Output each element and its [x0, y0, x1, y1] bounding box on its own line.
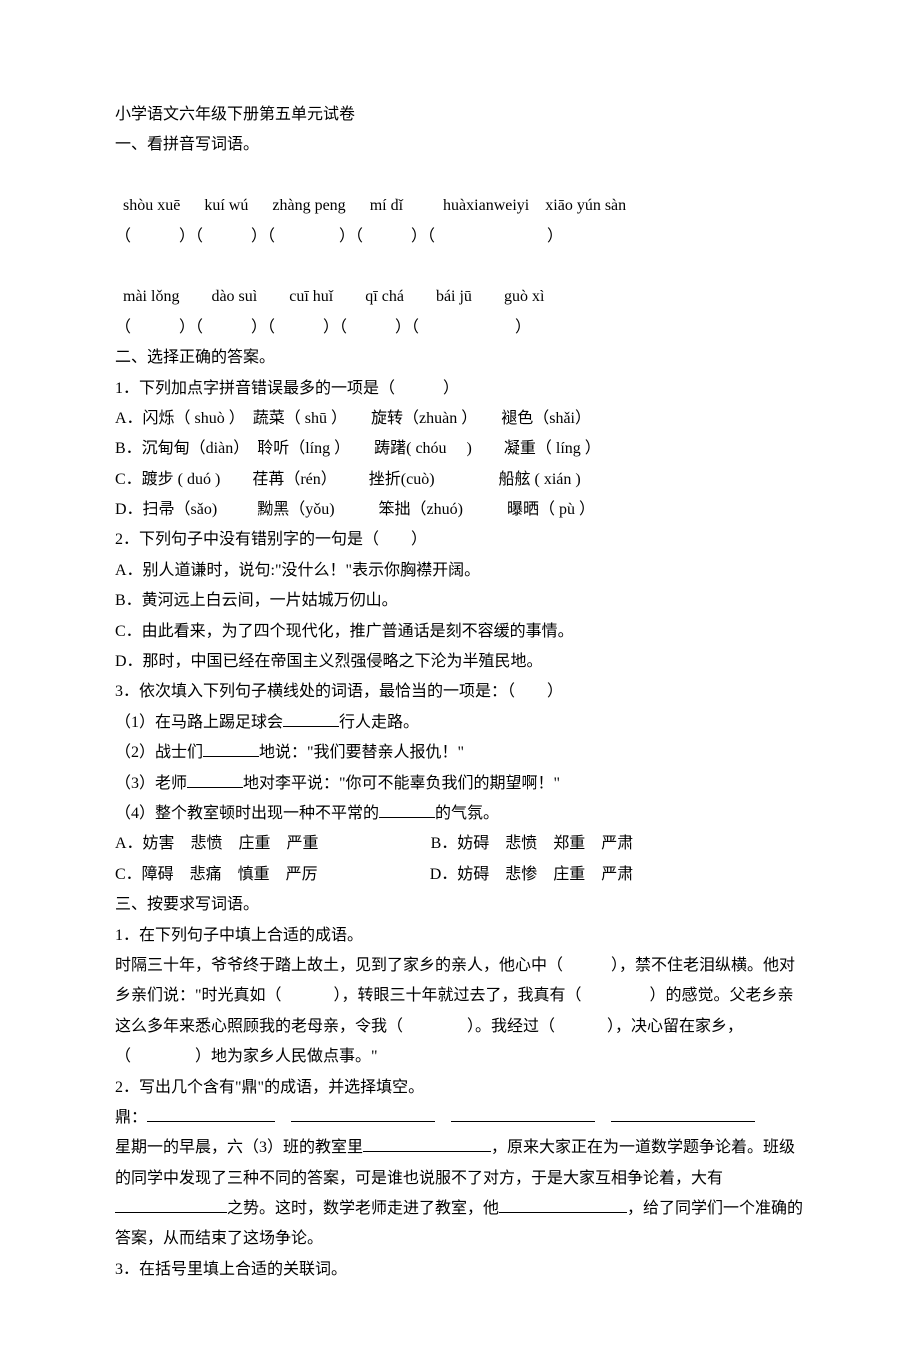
blank — [147, 1121, 275, 1122]
pinyin-7: mài lǒng — [123, 288, 179, 305]
blank — [203, 756, 259, 757]
pinyin-12: guò xì — [504, 288, 544, 305]
pinyin-row-2: mài lǒng dào suì cuī huǐ qī chá bái jū g… — [115, 252, 805, 313]
q2-1-b: B．沉甸甸（diàn） 聆听（líng ） 踌躇( chóu ) 凝重（ lín… — [115, 434, 805, 464]
pinyin-5: huàxianweiyi — [443, 197, 529, 214]
blank — [363, 1151, 491, 1152]
paren-row-2: （ ）（ ）（ ）（ ）（ ） — [115, 313, 805, 343]
paren-row-1: （ ）（ ）（ ）（ ）（ ） — [115, 222, 805, 252]
pinyin-row-1: shòu xuē kuí wú zhàng peng mí dǐ huàxian… — [115, 161, 805, 222]
blank — [379, 817, 435, 818]
q2-2-a: A．别人道谦时，说句:"没什么！"表示你胸襟开阔。 — [115, 556, 805, 586]
pinyin-2: kuí wú — [204, 197, 248, 214]
q2-1-stem: 1．下列加点字拼音错误最多的一项是（ ） — [115, 374, 805, 404]
q2-1-a: A．闪烁（ shuò ） 蔬菜（ shū ） 旋转（zhuàn ） 褪色（shǎ… — [115, 404, 805, 434]
q2-2-c: C．由此看来，为了四个现代化，推广普通话是刻不容缓的事情。 — [115, 617, 805, 647]
pinyin-6: xiāo yún sàn — [545, 197, 626, 214]
q3-2-para: 星期一的早晨，六（3）班的教室里，原来大家正在为一道数学题争论着。班级的同学中发… — [115, 1133, 805, 1255]
blank — [291, 1121, 435, 1122]
q3-2-stem: 2．写出几个含有"鼎"的成语，并选择填空。 — [115, 1073, 805, 1103]
q3-1-para: 时隔三十年，爷爷终于踏上故土，见到了家乡的亲人，他心中（ ），禁不住老泪纵横。他… — [115, 951, 805, 1073]
pinyin-9: cuī huǐ — [289, 288, 333, 305]
blank — [283, 726, 339, 727]
q2-3-line3: （3）老师地对李平说："你可不能辜负我们的期望啊！" — [115, 769, 805, 799]
pinyin-10: qī chá — [365, 288, 404, 305]
q2-3-line1: （1）在马路上踢足球会行人走路。 — [115, 708, 805, 738]
q3-2-ding: 鼎： — [115, 1103, 805, 1133]
pinyin-3: zhàng peng — [272, 197, 345, 214]
q2-1-d: D．扫帚（sǎo) 黝黑（yǒu) 笨拙（zhuó) 曝晒（ pù ） — [115, 495, 805, 525]
q2-2-b: B．黄河远上白云间，一片姑城万仞山。 — [115, 586, 805, 616]
q2-2-d: D．那时，中国已经在帝国主义烈强侵略之下沦为半殖民地。 — [115, 647, 805, 677]
pinyin-8: dào suì — [211, 288, 257, 305]
blank — [611, 1121, 755, 1122]
pinyin-11: bái jū — [436, 288, 472, 305]
q2-3-line4: （4）整个教室顿时出现一种不平常的的气氛。 — [115, 799, 805, 829]
blank — [451, 1121, 595, 1122]
pinyin-1: shòu xuē — [123, 197, 180, 214]
q2-2-stem: 2．下列句子中没有错别字的一句是（ ） — [115, 525, 805, 555]
blank — [187, 787, 243, 788]
blank — [499, 1212, 627, 1213]
section1-heading: 一、看拼音写词语。 — [115, 130, 805, 160]
q2-3-stem: 3．依次填入下列句子横线处的词语，最恰当的一项是：（ ） — [115, 677, 805, 707]
blank — [115, 1212, 227, 1213]
q2-3-line2: （2）战士们地说："我们要替亲人报仇！" — [115, 738, 805, 768]
section3-heading: 三、按要求写词语。 — [115, 890, 805, 920]
q2-3-options-1: A．妨害 悲愤 庄重 严重 B．妨碍 悲愤 郑重 严肃 — [115, 829, 805, 859]
q3-1-stem: 1．在下列句子中填上合适的成语。 — [115, 921, 805, 951]
q2-3-options-2: C．障碍 悲痛 慎重 严厉 D．妨碍 悲惨 庄重 严肃 — [115, 860, 805, 890]
section2-heading: 二、选择正确的答案。 — [115, 343, 805, 373]
q3-3-stem: 3．在括号里填上合适的关联词。 — [115, 1255, 805, 1285]
page-title: 小学语文六年级下册第五单元试卷 — [115, 100, 805, 130]
pinyin-4: mí dǐ — [370, 197, 403, 214]
q2-1-c: C．踱步 ( duó ) 荏苒（rén） 挫折(cuò) 船舷 ( xián ) — [115, 465, 805, 495]
